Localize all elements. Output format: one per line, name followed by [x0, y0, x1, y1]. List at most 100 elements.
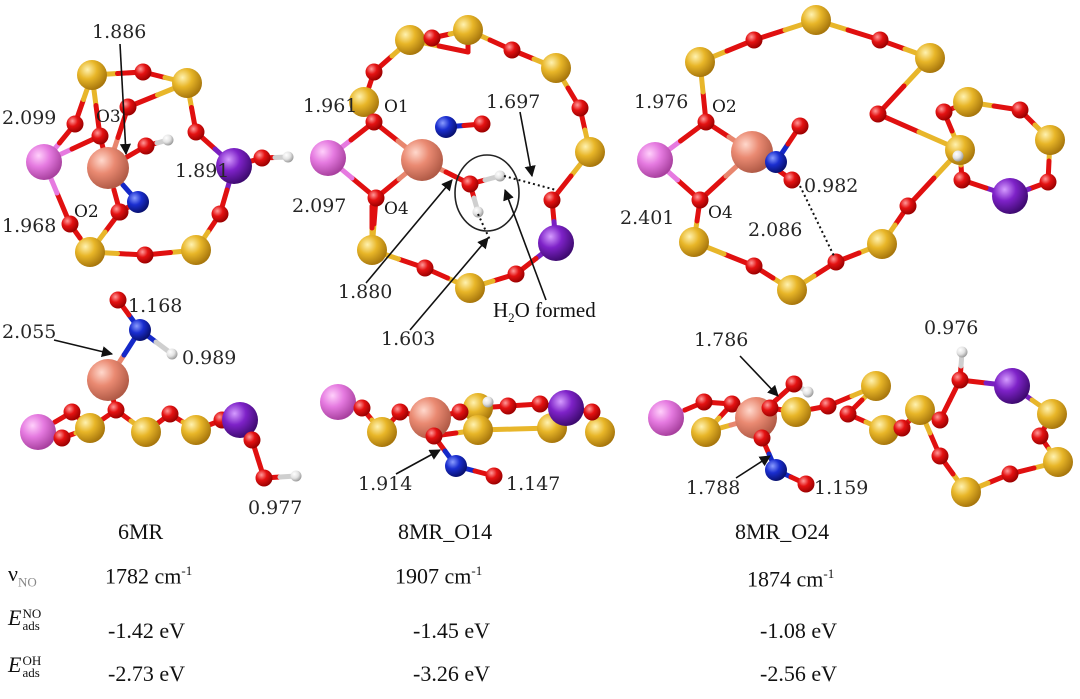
- nitrogen-atom: [765, 459, 787, 481]
- molecular-structures: [20, 5, 1073, 507]
- silicon-atom: [905, 395, 935, 425]
- oxygen-atom: [931, 447, 949, 465]
- oxygen-atom: [691, 191, 709, 209]
- silicon-atom: [367, 417, 397, 447]
- silicon-atom: [1037, 399, 1067, 429]
- hydrogen-atom: [162, 134, 174, 146]
- nitrogen-atom: [435, 116, 457, 138]
- oxygen-atom: [951, 371, 969, 389]
- pointer-arrow: [735, 455, 771, 479]
- potassium-atom: [538, 225, 574, 261]
- silicon-atom: [945, 135, 975, 165]
- distance-label: 1.880: [338, 281, 392, 303]
- distance-label: 1.788: [686, 477, 740, 499]
- distance-label: 1.891: [175, 160, 229, 182]
- distance-label: 2.097: [292, 195, 346, 217]
- nu-no-8mr-o14: 1907 cm-1: [395, 563, 483, 589]
- oxygen-atom: [745, 257, 763, 275]
- oxygen-atom: [819, 397, 837, 415]
- oxygen-atom: [91, 127, 109, 145]
- oxygen-atom: [827, 253, 845, 271]
- silicon-atom: [915, 43, 945, 73]
- oxygen-atom: [797, 475, 815, 493]
- oxygen-atom: [253, 149, 271, 167]
- distance-label: 0.982: [804, 175, 858, 197]
- potassium-atom: [216, 148, 252, 184]
- aluminum-atom: [310, 140, 346, 176]
- copper-atom: [731, 131, 773, 173]
- oxygen-atom: [107, 401, 125, 419]
- hydrogen-atom: [290, 470, 302, 482]
- hydrogen-atom: [166, 348, 178, 360]
- row-label-e-ads-oh: E OH ads: [8, 652, 42, 680]
- oxygen-atom: [507, 265, 525, 283]
- oxygen-atom: [931, 411, 949, 429]
- copper-atom: [87, 147, 129, 189]
- silicon-atom: [685, 47, 715, 77]
- oxygen-atom: [391, 403, 409, 421]
- oxygen-label: O4: [708, 203, 733, 223]
- distance-label: 1.961: [303, 95, 357, 117]
- oxygen-atom: [255, 469, 273, 487]
- oxygen-atom: [134, 63, 152, 81]
- oxygen-atom: [785, 375, 803, 393]
- oxygen-atom: [543, 191, 561, 209]
- aluminum-atom: [637, 142, 673, 178]
- aluminum-atom: [648, 400, 684, 436]
- oxygen-atom: [161, 405, 179, 423]
- silicon-atom: [691, 417, 721, 447]
- silicon-atom: [77, 60, 107, 90]
- silicon-atom: [357, 235, 387, 265]
- oxygen-atom: [416, 259, 434, 277]
- oxygen-atom: [136, 246, 154, 264]
- e-ads-no-8mr-o24: -1.08 eV: [760, 618, 837, 643]
- panel-title-8mr-o24: 8MR_O24: [735, 519, 830, 544]
- e-ads-no-8mr-o14: -1.45 eV: [413, 618, 490, 643]
- silicon-atom: [75, 237, 105, 267]
- distance-label: 1.976: [634, 91, 688, 113]
- oxygen-label: O2: [74, 202, 99, 222]
- oxygen-atom: [187, 123, 205, 141]
- oxygen-atom: [53, 429, 71, 447]
- oxygen-atom: [109, 291, 127, 309]
- distance-label: 0.976: [924, 317, 978, 339]
- silicon-atom: [463, 415, 493, 445]
- aluminum-atom: [20, 414, 56, 450]
- hydrogen-atom: [956, 346, 968, 358]
- hydrogen-bond: [477, 213, 491, 241]
- pointer-arrow: [395, 449, 441, 475]
- row-label-nu-no: νNO: [8, 561, 37, 590]
- oxygen-atom: [871, 31, 889, 49]
- copper-atom: [401, 139, 443, 181]
- oxygen-label: O3: [96, 107, 121, 127]
- silicon-atom: [455, 273, 485, 303]
- oxygen-atom: [745, 31, 763, 49]
- oxygen-atom: [367, 189, 385, 207]
- silicon-atom: [585, 417, 615, 447]
- row-label-e-ads-no: E NO ads: [8, 605, 42, 633]
- distance-label: 1.914: [358, 473, 412, 495]
- silicon-atom: [869, 415, 899, 445]
- silicon-atom: [867, 229, 897, 259]
- oxygen-atom: [423, 29, 441, 47]
- silicon-atom: [861, 371, 891, 401]
- distance-label: 2.086: [748, 219, 802, 241]
- oxygen-atom: [697, 113, 715, 131]
- pointer-arrow: [119, 43, 132, 156]
- oxygen-atom: [61, 215, 79, 233]
- distance-label: 1.697: [486, 91, 540, 113]
- oxygen-atom: [365, 113, 383, 131]
- oxygen-atom: [839, 405, 857, 423]
- hydrogen-atom: [952, 150, 964, 162]
- hydrogen-atom: [494, 170, 506, 182]
- oxygen-atom: [531, 395, 549, 413]
- silicon-atom: [951, 477, 981, 507]
- nitrogen-atom: [127, 191, 149, 213]
- distance-label: 1.603: [381, 328, 435, 350]
- bond: [436, 43, 471, 55]
- distance-label: 1.968: [2, 215, 56, 237]
- oxygen-atom: [695, 393, 713, 411]
- nitrogen-atom: [129, 319, 151, 341]
- distance-label: 1.147: [506, 473, 560, 495]
- oxygen-atom: [485, 467, 503, 485]
